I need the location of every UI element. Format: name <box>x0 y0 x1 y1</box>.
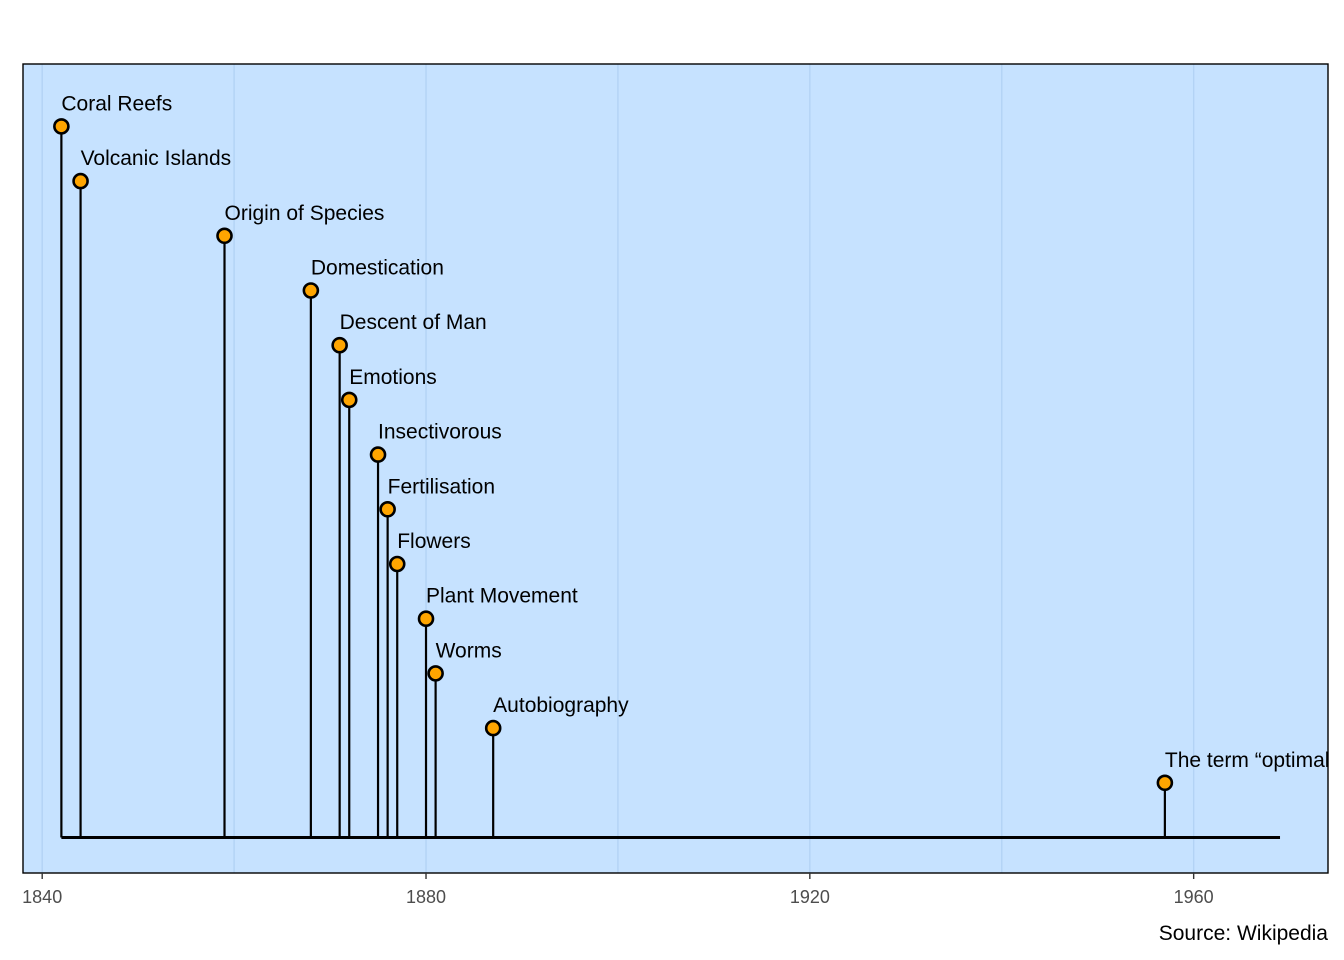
event-label: Emotions <box>349 366 437 389</box>
event-point <box>331 336 348 354</box>
event-label: The term “optimal foraging” <box>1165 749 1344 772</box>
source-caption: Source: Wikipedia <box>1159 922 1329 945</box>
event-point <box>216 227 233 245</box>
event-point <box>1156 774 1174 792</box>
event-label: Volcanic Islands <box>81 147 232 170</box>
event-point <box>340 391 358 409</box>
event-label: Fertilisation <box>388 475 495 498</box>
event-label: Flowers <box>397 530 471 553</box>
event-label: Descent of Man <box>340 311 487 334</box>
event-point <box>302 282 320 299</box>
event-point <box>484 719 502 737</box>
event-point <box>369 446 387 463</box>
event-labels: Coral Reefs Volcanic Islands Origin of Spe… <box>61 92 1344 772</box>
event-label: Domestication <box>311 257 444 280</box>
event-label: Insectivorous <box>378 421 502 444</box>
event-point <box>388 555 406 573</box>
event-label: Worms <box>436 639 502 662</box>
event-label: Coral Reefs <box>61 92 172 115</box>
event-point <box>72 172 89 190</box>
event-label: Autobiography <box>493 694 629 717</box>
grid-lines <box>41 64 1195 873</box>
event-point <box>53 118 70 135</box>
event-point <box>417 610 435 628</box>
event-label: Origin of Species <box>225 202 385 225</box>
x-axis: 1840 1880 1920 1960 <box>22 873 1214 907</box>
event-stems <box>60 126 1166 838</box>
event-point <box>427 665 444 682</box>
x-tick-label: 1840 <box>22 887 62 907</box>
x-tick-label: 1920 <box>790 887 830 907</box>
plot-panel-border <box>22 63 1329 874</box>
event-label: Plant Movement <box>426 585 578 608</box>
event-points <box>53 118 1174 792</box>
x-tick-label: 1880 <box>406 887 446 907</box>
plot-panel <box>23 64 1328 873</box>
event-point <box>379 500 396 518</box>
x-tick-label: 1960 <box>1174 887 1214 907</box>
